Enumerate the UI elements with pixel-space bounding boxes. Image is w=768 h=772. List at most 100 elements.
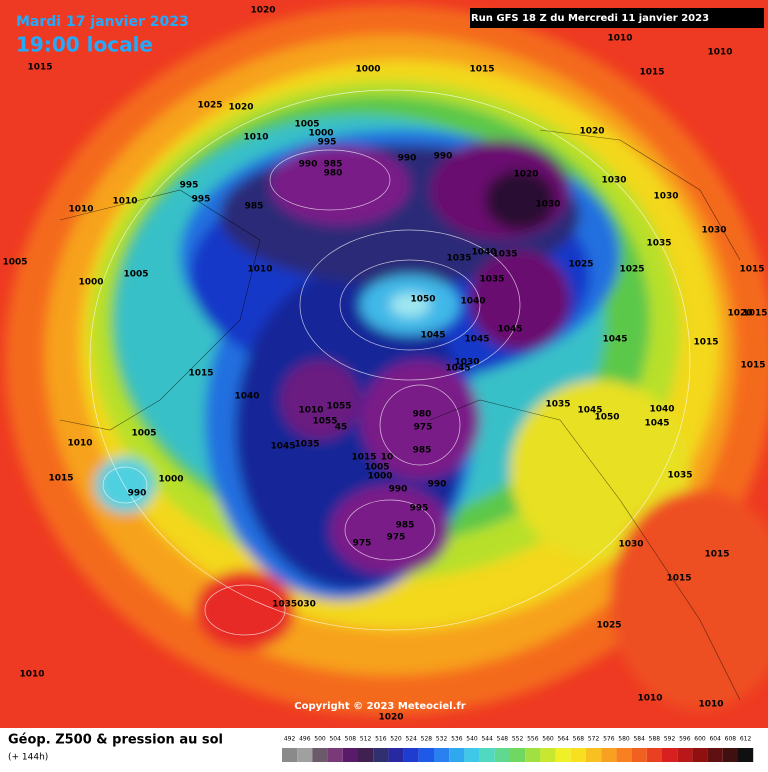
colorbar-label: 568 [573, 736, 585, 743]
colorbar-swatch [327, 748, 343, 762]
pressure-label: 1045 [464, 335, 489, 345]
colorbar-label: 576 [603, 736, 615, 743]
pressure-labels: 1020 1010 1010 1015 1000 1015 1015 1025 1020 1005… [2, 6, 767, 723]
pressure-label: 990 [434, 152, 453, 162]
pressure-label: 1020 [727, 309, 752, 319]
colorbar-label: 512 [360, 736, 372, 743]
colorbar-label: 492 [284, 736, 296, 743]
colorbar-label: 552 [512, 736, 524, 743]
pressure-label: 1015 [188, 369, 213, 379]
colorbar-swatch [510, 748, 526, 762]
pressure-label: 1025 [197, 101, 222, 111]
colorbar-label: 592 [664, 736, 676, 743]
pressure-label: 1045 [445, 364, 470, 374]
colorbar: 492 496 500 504 508 512 516 520 524 528 532 536 540 5… [282, 736, 754, 762]
pressure-label: 980 [324, 169, 343, 179]
colorbar-swatch [646, 748, 662, 762]
pressure-label: 1010 [298, 406, 323, 416]
pressure-label: 1005 [294, 120, 319, 130]
pressure-label: 1025 [596, 621, 621, 631]
geopotential-field [5, 5, 768, 715]
colorbar-label: 584 [633, 736, 645, 743]
pressure-label: 990 [128, 489, 147, 499]
colorbar-label: 504 [329, 736, 341, 743]
colorbar-label: 544 [481, 736, 493, 743]
pressure-label: 1035 [667, 471, 692, 481]
pressure-label: 990 [389, 485, 408, 495]
pressure-label: 1005 [123, 270, 148, 280]
pressure-label: 1045 [420, 331, 445, 341]
colorbar-label: 528 [421, 736, 433, 743]
coastlines [59, 129, 741, 701]
colorbar-swatch [540, 748, 556, 762]
pressure-label: 975 [353, 539, 372, 549]
colorbar-swatch [297, 748, 313, 762]
pressure-label: 1015 [739, 265, 764, 275]
pressure-label: 995 [410, 504, 429, 514]
pressure-label: 1025 [619, 265, 644, 275]
pressure-label: 1000 [78, 278, 103, 288]
pressure-label: 1010 [698, 700, 723, 710]
colorbar-label: 508 [345, 736, 357, 743]
pressure-label: 1035 [545, 400, 570, 410]
colorbar-swatch [342, 748, 358, 762]
colorbar-label: 560 [542, 736, 554, 743]
colorbar-swatch [616, 748, 632, 762]
colorbar-swatch [464, 748, 480, 762]
pressure-label: 1010 [707, 48, 732, 58]
isobars [89, 89, 691, 636]
pressure-label: 1035 [646, 239, 671, 249]
colorbar-swatch [434, 748, 450, 762]
pressure-label: 1000 [158, 475, 183, 485]
colorbar-swatch [722, 748, 738, 762]
pressure-label: 1055 [312, 417, 337, 427]
pressure-label: 1025 [568, 260, 593, 270]
pressure-label: 985 [413, 446, 432, 456]
pressure-label: 1015 [469, 65, 494, 75]
time: 19:00 locale [16, 33, 153, 57]
colorbar-swatch [662, 748, 678, 762]
pressure-label: 1010 [67, 439, 92, 449]
pressure-label: 1030 [454, 358, 479, 368]
pressure-label: 1015 [666, 574, 691, 584]
pressure-label: 45 [335, 423, 348, 433]
colorbar-swatch [418, 748, 434, 762]
pressure-label: 985 [396, 521, 415, 531]
colorbar-label: 588 [649, 736, 661, 743]
pressure-label: 980 [413, 410, 432, 420]
pressure-label: 1020 [513, 170, 538, 180]
pressure-label: 1015 [742, 309, 767, 319]
pressure-label: 995 [180, 181, 199, 191]
pressure-label: 1030 [601, 176, 626, 186]
colorbar-label: 608 [725, 736, 737, 743]
colorbar-swatch [677, 748, 693, 762]
pressure-label: 1045 [497, 325, 522, 335]
colorbar-swatch [570, 748, 586, 762]
pressure-label: 1005 [2, 258, 27, 268]
pressure-label: 1030 [701, 226, 726, 236]
pressure-label: 1020 [250, 6, 275, 16]
date: Mardi 17 janvier 2023 [16, 14, 189, 30]
colorbar-label: 500 [314, 736, 326, 743]
pressure-label: 1050 [594, 413, 619, 423]
colorbar-label: 540 [466, 736, 478, 743]
pressure-label: 990 [398, 154, 417, 164]
colorbar-label: 496 [299, 736, 311, 743]
pressure-label: 975 [387, 533, 406, 543]
colorbar-swatch [738, 748, 754, 762]
pressure-label: 1010 [607, 34, 632, 44]
colorbar-label: 520 [390, 736, 402, 743]
colorbar-swatch [282, 748, 298, 762]
colorbar-label: 572 [588, 736, 600, 743]
pressure-label: 1035030 [272, 600, 316, 610]
pressure-label: 1040 [471, 248, 496, 258]
pressure-label: 1015 [639, 68, 664, 78]
colorbar-label: 600 [694, 736, 706, 743]
run-box [470, 8, 764, 28]
pressure-label: 975 [414, 423, 433, 433]
colorbar-label: 556 [527, 736, 539, 743]
pressure-label: 1015 [351, 453, 376, 463]
colorbar-label: 612 [740, 736, 752, 743]
pressure-label: 1015 [27, 63, 52, 73]
colorbar-label: 596 [679, 736, 691, 743]
